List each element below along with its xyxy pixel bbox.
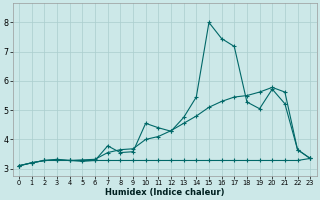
X-axis label: Humidex (Indice chaleur): Humidex (Indice chaleur) bbox=[105, 188, 224, 197]
